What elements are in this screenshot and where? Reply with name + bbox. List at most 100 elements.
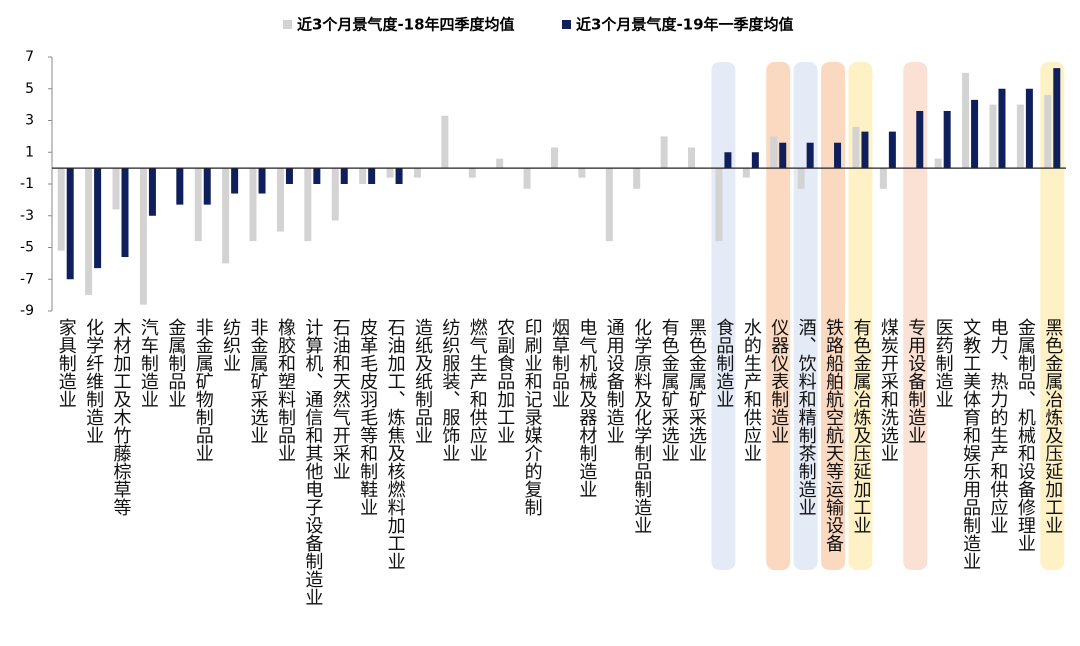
- legend-swatch: [562, 20, 571, 29]
- x-tick-label: 电力、热力的生产和供应业: [987, 318, 1009, 534]
- bar: [751, 152, 759, 169]
- x-tick-label: 非金属矿采选业: [247, 318, 269, 444]
- legend-swatch: [283, 20, 292, 29]
- x-tick-label: 汽车制造业: [137, 318, 159, 408]
- bar: [395, 168, 403, 184]
- x-tick-label: 煤炭开采和洗选业: [877, 318, 899, 462]
- legend-label: 近3个月景气度-19年一季度均值: [576, 16, 794, 34]
- y-tick-label: 5: [25, 81, 34, 97]
- y-tick-label: 3: [25, 113, 34, 129]
- highlight: [848, 62, 873, 570]
- bar: [578, 168, 586, 178]
- bar: [413, 168, 421, 178]
- bar: [441, 115, 449, 169]
- bar: [139, 168, 147, 305]
- bar: [222, 168, 230, 264]
- x-tick-label: 燃气生产和供应业: [466, 318, 488, 462]
- bar: [971, 99, 979, 169]
- bar: [468, 168, 476, 178]
- x-tick-label: 造纸及纸制品业: [411, 318, 433, 444]
- highlight: [903, 62, 928, 570]
- bar: [66, 168, 74, 280]
- bar: [203, 168, 211, 205]
- bar: [304, 168, 312, 242]
- highlight: [1040, 62, 1065, 570]
- bar: [1016, 104, 1024, 169]
- x-tick-label: 农副食品加工业: [494, 318, 516, 444]
- y-tick-label: -5: [20, 240, 34, 256]
- x-tick-label: 计算机、通信和其他电子设备制造业: [302, 318, 324, 606]
- x-tick-label: 橡胶和塑料制品业: [274, 318, 296, 462]
- bar: [276, 168, 284, 232]
- bar: [770, 136, 778, 169]
- bar: [551, 147, 558, 169]
- bar: [331, 168, 339, 221]
- highlight: [766, 62, 791, 570]
- bar: [313, 168, 321, 184]
- bar: [258, 168, 266, 194]
- bar: [934, 158, 942, 169]
- x-tick-label: 金属制品业: [165, 318, 187, 408]
- bar: [742, 168, 750, 178]
- bar: [148, 168, 156, 216]
- bar: [943, 110, 951, 169]
- bar: [888, 131, 896, 169]
- bar: [285, 168, 293, 184]
- bar: [249, 168, 257, 242]
- legend-label: 近3个月景气度-18年四季度均值: [297, 16, 515, 34]
- x-tick-label: 铁路船舶航空航天等运输设备: [823, 318, 845, 552]
- bar: [989, 104, 997, 169]
- bar: [386, 168, 394, 178]
- x-tick-label: 电气机械及器材制造业: [576, 318, 598, 498]
- bar: [916, 110, 924, 169]
- bar: [85, 168, 93, 296]
- y-tick-label: -7: [20, 271, 34, 287]
- x-tick-label: 木材加工及木竹藤棕草等: [110, 318, 132, 516]
- bar: [797, 168, 805, 189]
- bar: [231, 168, 239, 194]
- y-tick-label: -3: [20, 208, 34, 224]
- x-tick-label: 非金属矿物制品业: [192, 318, 214, 462]
- bar: [779, 142, 787, 169]
- x-tick-label: 化学原料及化学制品制造业: [631, 318, 653, 534]
- x-tick-label: 金属制品、机械和设备修理业: [1014, 318, 1036, 552]
- bar: [605, 168, 613, 242]
- bar: [1044, 95, 1052, 169]
- bar: [112, 168, 120, 210]
- x-tick-label: 专用设备制造业: [905, 318, 927, 444]
- bar: [368, 168, 376, 184]
- x-tick-label: 烟草制品业: [549, 318, 570, 408]
- bar: [57, 168, 65, 251]
- x-tick-label: 皮革毛皮羽毛等和制鞋业: [357, 318, 379, 516]
- y-tick-label: -9: [20, 303, 34, 319]
- bar: [724, 152, 732, 169]
- x-tick-label: 食品制造业: [713, 318, 735, 408]
- y-tick-label: 7: [25, 49, 34, 65]
- bar: [861, 131, 869, 169]
- x-tick-label: 水的生产和供应业: [740, 318, 762, 462]
- bar: [715, 168, 723, 242]
- bar: [359, 168, 367, 184]
- bar: [688, 147, 696, 169]
- highlight: [821, 62, 846, 570]
- bar: [633, 168, 641, 189]
- bar: [496, 158, 504, 169]
- x-tick-label: 酒、饮料和精制茶制造业: [795, 318, 817, 516]
- bar: [962, 72, 970, 169]
- x-tick-label: 化学纤维制造业: [83, 318, 105, 444]
- x-tick-label: 文教工美体育和娱乐用品制造业: [960, 318, 982, 570]
- x-tick-label: 仪器仪表制造业: [768, 318, 790, 444]
- highlight: [793, 62, 818, 570]
- x-tick-label: 纺织服装、服饰业: [439, 318, 461, 462]
- bar: [834, 142, 842, 169]
- x-tick-label: 通用设备制造业: [603, 318, 625, 444]
- bar: [998, 88, 1006, 169]
- bar: [94, 168, 102, 269]
- x-tick-label: 黑色金属矿采选业: [686, 318, 708, 462]
- bar: [852, 126, 860, 169]
- bar: [176, 168, 184, 205]
- bar: [194, 168, 202, 242]
- x-tick-label: 有色金属矿采选业: [658, 318, 680, 462]
